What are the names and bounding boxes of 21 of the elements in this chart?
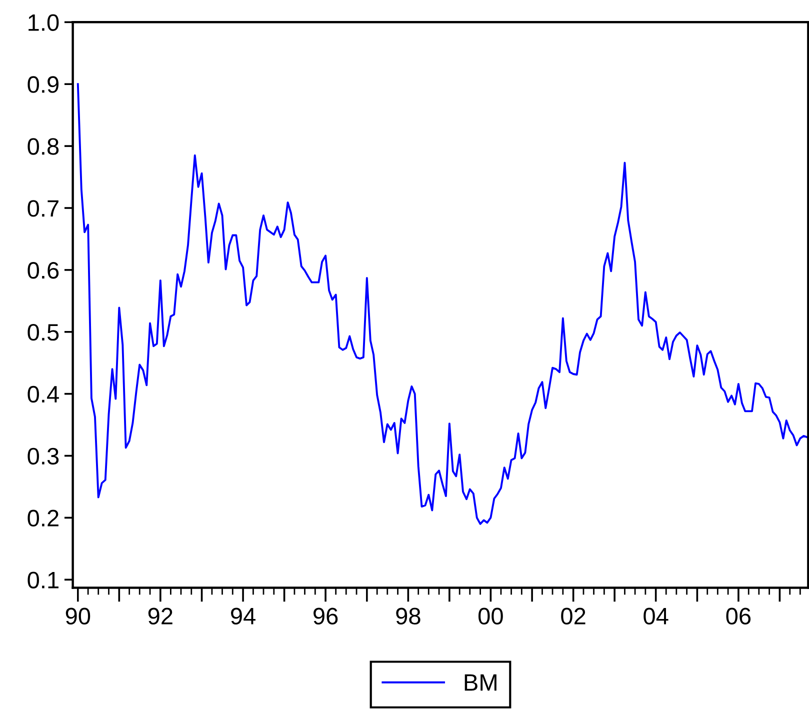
- y-tick-label: 0.8: [28, 138, 59, 155]
- y-tick-label: 0.3: [28, 448, 59, 465]
- line-series: [76, 83, 808, 525]
- y-tick-label: 0.9: [28, 76, 58, 93]
- y-tick-label: 0.5: [28, 324, 59, 341]
- x-tick-label: 96: [314, 608, 338, 625]
- y-tick-label: 0.6: [28, 262, 59, 279]
- x-tick-label: 02: [561, 608, 586, 625]
- y-tick-label: 1.0: [28, 14, 59, 31]
- x-tick-label: 06: [726, 608, 751, 625]
- x-tick-label: 94: [231, 608, 256, 625]
- y-tick-label: 0.2: [28, 510, 58, 527]
- x-tick-label: 00: [478, 608, 503, 625]
- x-tick-label: 98: [396, 608, 420, 625]
- y-tick-label: 0.1: [28, 572, 58, 588]
- x-tick-label: 90: [66, 608, 90, 625]
- x-tick-label: 04: [644, 608, 668, 625]
- x-tick-label: 92: [148, 608, 172, 625]
- legend-label: BM: [464, 674, 496, 691]
- y-tick-label: 0.7: [28, 200, 58, 217]
- y-tick-label: 0.4: [28, 386, 59, 403]
